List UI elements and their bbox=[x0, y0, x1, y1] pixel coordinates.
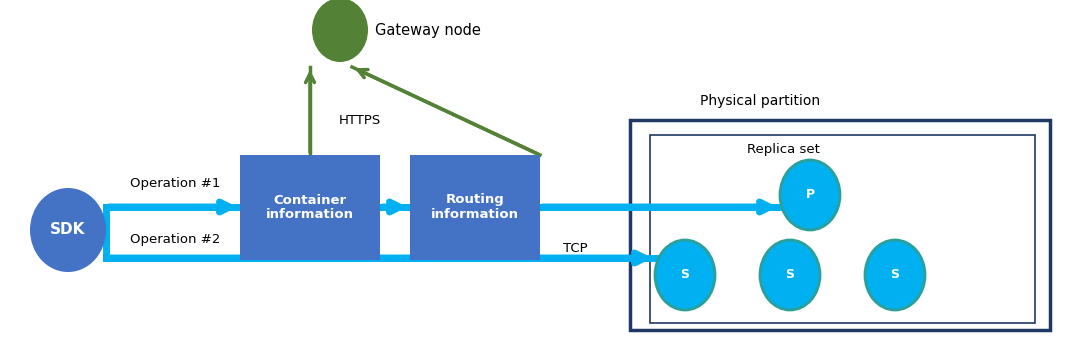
Ellipse shape bbox=[30, 188, 106, 272]
Ellipse shape bbox=[312, 0, 368, 62]
Text: Physical partition: Physical partition bbox=[700, 94, 820, 108]
Text: S: S bbox=[890, 268, 899, 281]
Text: Operation #1: Operation #1 bbox=[129, 176, 220, 189]
Text: Container
information: Container information bbox=[266, 194, 354, 222]
Text: TCP: TCP bbox=[563, 241, 588, 254]
Bar bbox=[410, 155, 540, 260]
Bar bbox=[240, 155, 381, 260]
Ellipse shape bbox=[865, 240, 925, 310]
Bar bbox=[650, 135, 1035, 323]
Text: HTTPS: HTTPS bbox=[338, 114, 382, 127]
Text: Replica set: Replica set bbox=[747, 143, 820, 156]
Text: Gateway node: Gateway node bbox=[375, 23, 481, 38]
Text: S: S bbox=[680, 268, 690, 281]
Ellipse shape bbox=[655, 240, 715, 310]
Text: Operation #2: Operation #2 bbox=[129, 234, 220, 247]
Bar bbox=[630, 120, 1050, 330]
Text: P: P bbox=[805, 188, 815, 201]
Ellipse shape bbox=[760, 240, 820, 310]
Text: S: S bbox=[786, 268, 794, 281]
Text: SDK: SDK bbox=[51, 223, 85, 237]
Text: Routing
information: Routing information bbox=[431, 194, 519, 222]
Ellipse shape bbox=[780, 160, 840, 230]
